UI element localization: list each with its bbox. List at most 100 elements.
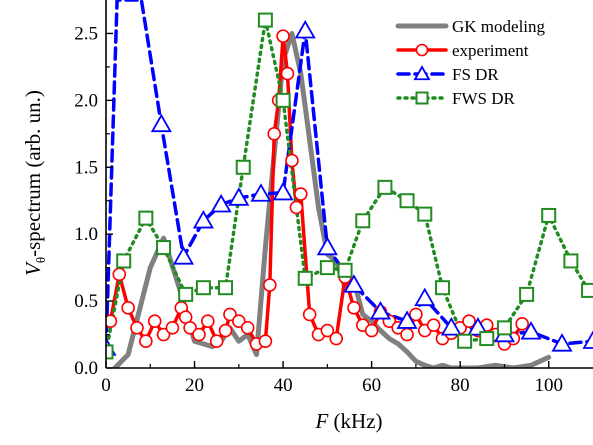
series-3-point [399, 193, 415, 209]
x-tick-label: 0 [101, 375, 111, 396]
series-1-point [165, 321, 180, 335]
series-2-point [414, 287, 436, 307]
y-axis-title: Vθ-spectrum (arb. un.) [21, 90, 48, 276]
series-2-point [294, 19, 316, 39]
series-1-point [320, 323, 335, 338]
series-2-point [343, 274, 365, 293]
series-2-point [396, 310, 418, 329]
series-1-point [240, 321, 255, 335]
series-3-point [417, 206, 433, 222]
x-tick-label: 80 [451, 375, 470, 396]
series-1-point [223, 307, 237, 322]
y-tick-label: 0.0 [74, 358, 98, 379]
x-tick-label: 20 [185, 375, 204, 396]
legend-marker-1 [415, 43, 429, 57]
y-tick-label: 1.5 [74, 157, 98, 178]
series-3-point [106, 344, 114, 360]
series-1-point [289, 200, 304, 215]
series-1-point [130, 321, 144, 335]
series-3-point [377, 179, 393, 195]
series-2-point [150, 113, 172, 133]
series-1-point [364, 323, 379, 338]
series-1-point [280, 66, 295, 81]
axes: 0 20 40 60 80 100 0.0 0.5 1.0 1.5 2.0 2.5 [74, 0, 593, 396]
legend-marker-2 [413, 65, 431, 81]
series-1-point [426, 318, 441, 332]
series-1-point [285, 153, 299, 168]
series-2-point [250, 183, 272, 202]
series-2-point [172, 246, 195, 265]
series-3-point [519, 286, 535, 302]
series-3-point [319, 260, 335, 276]
y-tick-label: 1.0 [74, 224, 98, 245]
series-2-point [582, 330, 593, 349]
legend-label-2: FS DR [452, 65, 499, 84]
series-3-point [195, 280, 211, 296]
series-3-point [257, 12, 273, 28]
series-1-point [183, 321, 197, 335]
x-tick-label: 60 [362, 375, 381, 396]
legend: GK modeling experiment FS DR FWS DR [395, 17, 546, 108]
series-2-point [551, 333, 573, 352]
series-1-point [258, 334, 273, 349]
series-3-point [235, 159, 251, 175]
series-2-point [316, 236, 338, 256]
series-1-point [329, 331, 344, 346]
series-2-point [228, 187, 250, 206]
series-3-point [218, 280, 234, 296]
series-3-point [479, 331, 495, 347]
series-3-point [541, 207, 557, 223]
x-axis-title: F (kHz) [314, 409, 382, 433]
series-1-point [263, 278, 277, 292]
series-1-point [515, 317, 529, 331]
y-tick-label: 2.5 [74, 23, 98, 44]
series-2-point [369, 300, 392, 320]
legend-label-0: GK modeling [452, 17, 546, 36]
series-2-point [272, 181, 294, 201]
series-1-point [232, 314, 246, 328]
series-1-point [409, 307, 423, 322]
series-1-point [400, 327, 414, 342]
x-tick-label: 100 [534, 375, 563, 396]
legend-label-1: experiment [452, 41, 529, 60]
series-1-point [293, 187, 308, 201]
series-3-point [563, 253, 579, 269]
series-1-point [139, 334, 153, 349]
series-3-point [116, 253, 132, 269]
series-3-point [434, 280, 450, 296]
series-1-point [218, 323, 233, 338]
series-1-point [267, 127, 282, 141]
series-1-point [106, 314, 118, 328]
series-1-point [276, 29, 290, 43]
series-1-point [112, 267, 127, 282]
series-3-point [297, 270, 313, 286]
series-1-point [192, 327, 206, 342]
series-1-point [201, 314, 215, 328]
series-3-point [178, 286, 194, 302]
series-2-point [440, 317, 462, 336]
y-tick-label: 0.5 [74, 291, 98, 312]
series-3-point [496, 320, 512, 336]
series-1-point [147, 314, 162, 328]
series-2-point [520, 321, 542, 340]
series-1-point [347, 300, 361, 315]
series-1-point [121, 300, 135, 315]
series-3-point [138, 210, 154, 226]
series-3-point [457, 333, 473, 349]
series-1-point [462, 314, 476, 328]
series-1-point [209, 334, 224, 349]
series-1-point [302, 307, 317, 322]
series-1-point [156, 327, 171, 342]
y-tick-label: 2.0 [74, 90, 98, 111]
series-2-point [467, 317, 489, 336]
series-2-point [192, 209, 214, 229]
plot-area [106, 0, 593, 368]
series-3-point [581, 282, 593, 298]
series-3-point [156, 240, 172, 256]
legend-marker-3 [415, 91, 429, 105]
legend-label-3: FWS DR [452, 89, 515, 108]
series-2-point [210, 193, 232, 213]
series-3-point [337, 262, 353, 278]
series-3-point [275, 92, 291, 108]
